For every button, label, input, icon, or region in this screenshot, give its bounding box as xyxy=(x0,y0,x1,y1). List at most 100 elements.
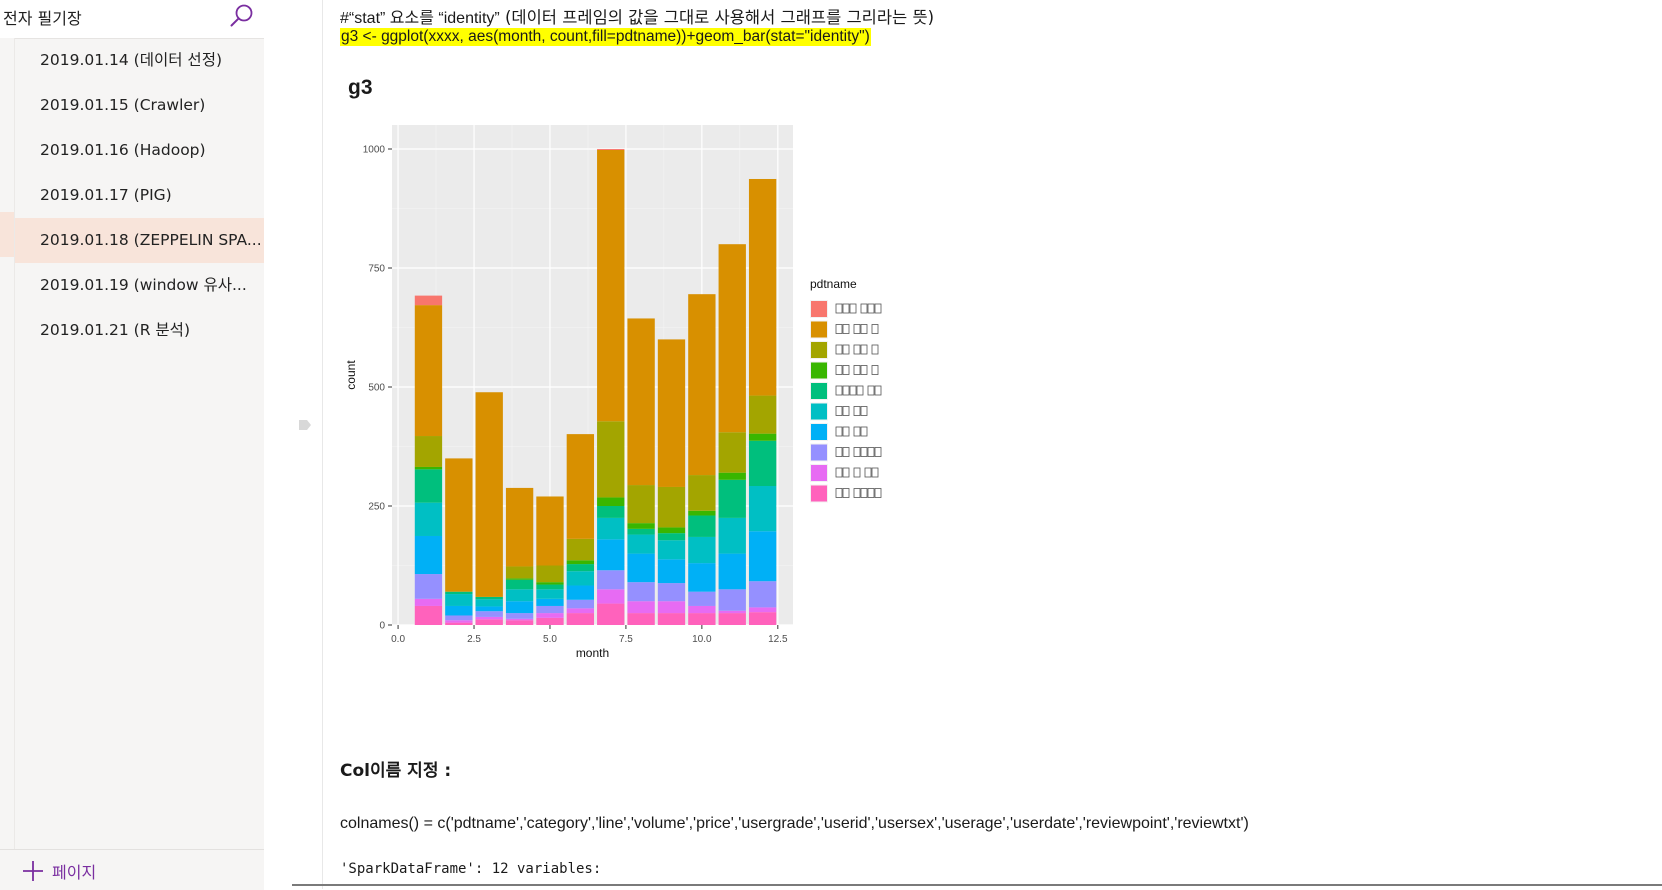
page-item[interactable]: 2019.01.16 (Hadoop) xyxy=(40,141,206,159)
glyph-box xyxy=(842,447,850,457)
bar-segment xyxy=(475,392,503,597)
legend-label-glyphs xyxy=(835,488,882,498)
glyph-box xyxy=(835,385,843,396)
section-heading[interactable]: Col이름 지정 : xyxy=(340,761,452,781)
expand-arrow-icon[interactable] xyxy=(298,418,312,432)
page-item[interactable]: 2019.01.21 (R 분석) xyxy=(40,321,190,339)
bar-segment xyxy=(688,605,716,614)
glyph-box xyxy=(835,406,843,416)
x-tick-label: 10.0 xyxy=(692,634,712,645)
bar-segment xyxy=(597,421,625,498)
glyph-box xyxy=(835,488,843,498)
bar-segment xyxy=(597,517,625,540)
bar-segment xyxy=(445,622,473,625)
page-item[interactable]: 2019.01.15 (Crawler) xyxy=(40,96,206,114)
glyph-box xyxy=(853,324,861,334)
page-content: #“stat” 요소를 “identity” (데이터 프레임의 값을 그대로 … xyxy=(322,0,1662,889)
bar-segment xyxy=(505,620,534,625)
bar-segment xyxy=(445,594,473,606)
add-page-button[interactable]: 페이지 xyxy=(22,858,96,884)
bar-segment xyxy=(475,596,503,600)
comment-text[interactable]: #“stat” 요소를 “identity” (데이터 프레임의 값을 그대로 … xyxy=(340,4,934,28)
bar-segment xyxy=(597,589,625,604)
y-tick-label: 1000 xyxy=(363,145,386,156)
legend-label-glyphs xyxy=(835,426,868,437)
glyph-box xyxy=(871,365,879,375)
spark-output[interactable]: 'SparkDataFrame': 12 variables: xyxy=(340,861,602,877)
bar-segment xyxy=(536,598,564,606)
y-tick-label: 250 xyxy=(368,502,385,513)
bar-segment xyxy=(627,553,655,583)
bar-segment xyxy=(505,613,534,619)
glyph-box xyxy=(853,406,861,416)
glyph-box xyxy=(871,467,879,478)
bar-segment xyxy=(414,598,443,606)
chart-image[interactable]: 0.0 2.5 5.0 7.5 10.0 12.5 0 250 500 750 1000 month c… xyxy=(340,120,950,722)
bar-segment xyxy=(688,475,716,511)
bar-segment xyxy=(597,570,625,590)
legend-label-glyphs xyxy=(835,447,882,457)
bar-segment xyxy=(475,606,503,612)
bar-segment xyxy=(566,599,595,609)
add-page-label: 페이지 xyxy=(52,863,97,882)
horizontal-scrollbar[interactable] xyxy=(292,884,1662,886)
bar-segment xyxy=(597,149,625,422)
bar-segment xyxy=(566,571,595,586)
y-tick-label: 0 xyxy=(379,621,385,632)
bar-segment xyxy=(718,472,746,480)
bar-segment xyxy=(445,458,473,592)
page-item[interactable]: 2019.01.18 (ZEPPELIN SPA... xyxy=(15,218,264,263)
y-tick-label: 500 xyxy=(368,383,385,394)
bar-segment xyxy=(597,603,625,625)
bar-segment xyxy=(536,613,564,618)
page-item[interactable]: 2019.01.19 (window 유사... xyxy=(40,276,247,294)
bar-segment xyxy=(597,506,625,518)
bar-segment xyxy=(505,487,534,567)
glyph-box xyxy=(835,365,843,375)
legend-key xyxy=(811,424,827,440)
glyph-box xyxy=(867,385,875,396)
bar-segment xyxy=(536,584,564,590)
bar-segment xyxy=(414,535,443,575)
bar-segment xyxy=(475,599,503,607)
bar-segment xyxy=(718,517,746,554)
bar-segment xyxy=(657,601,686,614)
bar-segment xyxy=(718,244,746,433)
bar-segment xyxy=(657,527,686,534)
bar-segment xyxy=(414,466,443,470)
bar-segment xyxy=(505,566,534,579)
bar-segment xyxy=(505,589,534,602)
bar-segment xyxy=(536,617,564,625)
glyph-box xyxy=(867,447,875,457)
bar-segment xyxy=(748,440,777,487)
bar-segment xyxy=(475,619,503,625)
bar-segment xyxy=(566,538,595,561)
bar-segment xyxy=(688,515,716,537)
bar-segment xyxy=(748,531,777,582)
bar-segment xyxy=(688,613,716,625)
search-icon[interactable] xyxy=(228,2,256,30)
glyph-box xyxy=(860,406,868,416)
code-highlighted[interactable]: g3 <- ggplot(xxxx, aes(month, count,fill… xyxy=(340,28,871,46)
glyph-box xyxy=(874,488,882,498)
stacked-bar-chart: 0.0 2.5 5.0 7.5 10.0 12.5 0 250 500 750 1000 month c… xyxy=(344,125,882,660)
bar-segment xyxy=(748,607,777,613)
x-tick-label: 7.5 xyxy=(619,634,633,645)
bar-segment xyxy=(536,582,564,585)
glyph-box xyxy=(853,365,861,375)
glyph-box xyxy=(860,488,868,498)
bar-segment xyxy=(566,564,595,572)
page-item[interactable]: 2019.01.17 (PIG) xyxy=(40,186,172,204)
y-tick-label: 750 xyxy=(368,264,385,275)
glyph-box xyxy=(842,488,850,498)
colnames-code[interactable]: colnames() = c('pdtname','category','lin… xyxy=(340,815,1249,832)
x-tick-label: 2.5 xyxy=(467,634,481,645)
bar-segment xyxy=(566,608,595,614)
bar-segment xyxy=(657,486,686,528)
glyph-box xyxy=(842,385,850,396)
notebook-title[interactable]: 전자 필기장 xyxy=(3,9,82,28)
glyph-box xyxy=(874,303,882,314)
bar-segment xyxy=(718,553,746,590)
page-item[interactable]: 2019.01.14 (데이터 선정) xyxy=(40,51,222,69)
legend-title: pdtname xyxy=(810,277,857,291)
